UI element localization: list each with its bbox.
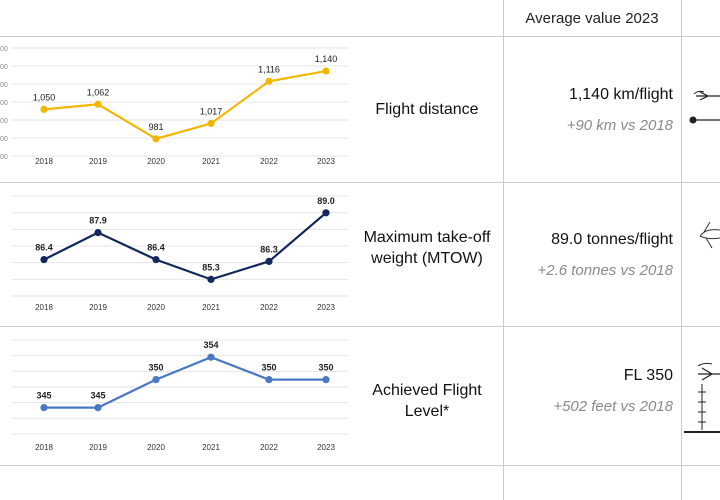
data-label: 981 (148, 122, 163, 132)
data-point (207, 119, 215, 128)
series-line (43, 211, 327, 281)
column-header: Average value 2023 (525, 9, 659, 27)
data-point (94, 229, 102, 237)
data-point (152, 256, 160, 264)
value-flight-level: FL 350 (623, 367, 673, 384)
data-point (265, 77, 273, 85)
y-tick-label: 00 (0, 100, 8, 107)
metric-flight-distance: Flight distance (375, 101, 479, 118)
y-tick-label: 00 (0, 118, 8, 125)
data-label: 350 (318, 363, 333, 373)
x-tick-label: 2021 (202, 443, 220, 452)
data-label: 1,050 (33, 92, 56, 102)
value-mtow: 89.0 tonnes/flight (551, 231, 673, 248)
row-divider-2 (0, 182, 720, 183)
x-tick-label: 2018 (35, 303, 53, 312)
x-tick-label: 2022 (260, 443, 278, 452)
series-line (43, 69, 327, 140)
column-divider-left (503, 0, 504, 500)
x-tick-label: 2019 (89, 157, 107, 166)
data-label: 345 (90, 391, 105, 401)
y-tick-label: 00 (0, 82, 8, 89)
y-tick-label: 00 (0, 154, 8, 161)
data-label: 350 (148, 363, 163, 373)
x-tick-label: 2020 (147, 157, 165, 166)
data-label: 89.0 (317, 196, 335, 206)
delta-flight-level: +502 feet vs 2018 (553, 398, 673, 415)
delta-mtow: +2.6 tonnes vs 2018 (537, 262, 673, 279)
data-label: 87.9 (89, 216, 107, 226)
data-point (322, 209, 330, 217)
data-point (322, 376, 330, 384)
data-point (40, 256, 48, 264)
row-divider-1 (0, 36, 720, 37)
data-point (265, 376, 273, 384)
data-point (207, 353, 215, 361)
x-tick-label: 2023 (317, 443, 335, 452)
chart-flight-distance: 00 00 00 00 00 00 00 1,050 2018 1,062 2019 981 2020 1… (0, 46, 348, 166)
x-tick-label: 2020 (147, 443, 165, 452)
data-point (322, 67, 330, 75)
data-point (207, 275, 215, 283)
airplane-distance-icon (689, 90, 720, 124)
data-label: 1,017 (200, 106, 223, 116)
x-tick-label: 2021 (202, 303, 220, 312)
chart-flight-level: 345 2018 345 2019 350 2020 354 2021 350 2022 350 20… (12, 339, 348, 452)
x-tick-label: 2020 (147, 303, 165, 312)
x-tick-label: 2018 (35, 443, 53, 452)
row-divider-3 (0, 326, 720, 327)
data-point (152, 376, 160, 384)
airplane-altitude-icon (684, 362, 720, 433)
x-tick-label: 2023 (317, 303, 335, 312)
y-tick-label: 00 (0, 64, 8, 71)
data-label: 1,062 (87, 87, 110, 97)
data-label: 354 (203, 340, 218, 350)
data-label: 350 (261, 363, 276, 373)
chart-mtow: 86.4 2018 87.9 2019 86.4 2020 85.3 2021 86.3 2022… (12, 195, 348, 312)
series-line (44, 356, 326, 409)
data-label: 345 (36, 391, 51, 401)
value-flight-distance: 1,140 km/flight (568, 86, 673, 103)
metric-flight-level: Achieved Flight Level* (372, 382, 482, 420)
data-point (265, 257, 273, 265)
row-divider-4 (0, 465, 720, 466)
x-tick-label: 2022 (260, 157, 278, 166)
metric-mtow: Maximum take-off weight (MTOW) (363, 229, 491, 267)
data-point (40, 105, 48, 113)
data-point (152, 135, 160, 143)
x-tick-label: 2021 (202, 157, 220, 166)
data-label: 86.4 (147, 243, 165, 253)
data-label: 86.3 (260, 244, 278, 254)
data-label: 86.4 (35, 243, 53, 253)
x-tick-label: 2018 (35, 157, 53, 166)
data-label: 1,140 (315, 54, 338, 64)
y-tick-label: 00 (0, 46, 8, 53)
x-tick-label: 2022 (260, 303, 278, 312)
column-divider-right (681, 0, 682, 500)
data-point (94, 404, 102, 412)
data-label: 1,116 (258, 64, 280, 74)
airplane-weight-icon (699, 221, 720, 249)
delta-flight-distance: +90 km vs 2018 (566, 117, 673, 134)
data-point (94, 100, 102, 108)
x-tick-label: 2019 (89, 443, 107, 452)
y-tick-label: 00 (0, 136, 8, 143)
x-tick-label: 2023 (317, 157, 335, 166)
data-label: 85.3 (202, 262, 220, 272)
data-point (40, 404, 48, 412)
x-tick-label: 2019 (89, 303, 107, 312)
